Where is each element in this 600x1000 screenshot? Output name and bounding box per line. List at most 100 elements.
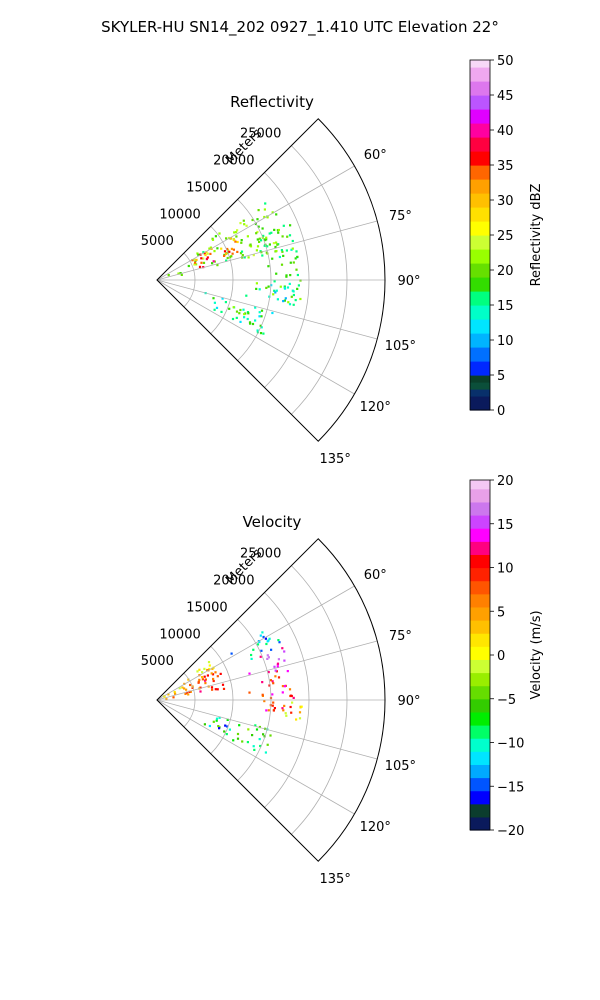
echo-cell [230,247,233,250]
echo-cell [212,677,215,681]
colorbar: 0 5 10 15 20 25 30 35 40 45 50 Reflectivity dBZ [469,54,544,419]
echo-cell [193,263,196,266]
echo-cell [187,264,190,268]
echo-cell [281,647,284,650]
theta-tick-label: 75° [389,629,412,644]
sector-frame [156,118,386,442]
echo-cell [257,225,260,228]
colorbar-tick-label: 20 [497,474,514,489]
echo-cell [289,274,292,277]
echo-cell [223,250,227,253]
echo-cell [256,329,259,332]
echo-cell [272,682,275,685]
echo-cell [264,751,267,754]
colorbar-swatch [470,606,490,621]
echo-cell [276,665,279,668]
colorbar-tick-label: −10 [497,737,524,752]
echo-cell [199,690,202,693]
echo-cell [259,634,262,637]
velocity-panel: Velocity 60° 75° 90° 105° 120° 135° 5000 10000 15… [141,474,544,887]
echo-cell [267,709,270,712]
echo-cell [250,657,253,660]
echo-cell [267,671,270,674]
echo-cell [260,239,263,242]
range-tick-label: 5000 [141,234,174,249]
colorbar-swatch [470,725,490,739]
echo-cell [295,250,298,253]
echo-cell [226,256,229,260]
echo-cell [177,272,180,275]
echo-cell [211,238,215,241]
theta-tick-label: 135° [320,872,351,887]
echo-cell [200,261,203,264]
colorbar-label: Velocity (m/s) [529,610,544,699]
echo-cell [165,698,168,701]
echo-cell [172,696,175,699]
echo-cell [271,693,274,696]
echo-cell [241,254,244,257]
echo-cell [273,228,276,231]
colorbar-swatch [470,151,490,166]
echo-cell [204,682,207,685]
echo-cell [185,691,189,694]
echo-cell [208,247,211,250]
echo-cell [292,261,295,264]
theta-tick-label: 60° [364,568,387,583]
echo-cell [267,265,270,268]
echo-cell [295,718,298,721]
echo-cell [261,227,264,230]
echo-cell [277,228,280,232]
echo-cell [201,676,204,679]
echo-cell [254,319,257,322]
colorbar-swatch [470,179,490,194]
colorbar-tick-label: 5 [497,369,505,384]
echo-cell [285,275,288,278]
echo-cell [210,686,214,689]
range-tick-label: 10000 [159,627,200,642]
echo-cell [270,231,273,234]
echo-cell [209,246,212,249]
echo-cell [248,321,252,324]
echo-cell [287,301,290,304]
echo-cell [262,332,265,335]
echo-cell [258,738,261,741]
echo-cell [258,315,261,318]
echo-cell [206,674,209,677]
echo-cell [273,665,276,668]
echo-cell [235,231,238,234]
colorbar-swatch [470,711,490,726]
colorbar-swatch [470,816,490,831]
echo-cell [272,242,275,245]
echo-cell [285,714,288,717]
echo-cell [224,724,227,727]
colorbar-tick-label: 15 [497,518,514,533]
echo-cell [232,306,235,309]
colorbar-tick-label: 45 [497,89,514,104]
colorbar-tick-label: 10 [497,562,514,577]
echo-cell [263,244,266,247]
echo-cell [209,252,212,255]
echo-cell [271,680,274,683]
azimuth-spoke [156,640,378,701]
echo-cell [253,748,256,751]
echo-cell [251,734,254,737]
echo-cell [265,286,268,289]
echo-cell [242,308,245,311]
echo-cell [233,231,236,234]
echo-cell [225,733,228,736]
range-tick-label: 10000 [159,207,200,222]
echo-cell [274,291,277,294]
echo-cell [221,297,224,300]
echo-cell [206,252,209,255]
echo-cell [203,252,206,255]
echo-cell [222,687,226,690]
echo-cell [263,238,267,241]
echo-cell [262,733,265,736]
echo-cell [195,263,198,266]
echo-cell [273,707,276,710]
echo-cell [245,224,248,227]
echo-cell [258,725,261,729]
theta-tick-label: 120° [360,400,391,415]
echo-cell [243,313,246,316]
echo-cell [262,635,265,639]
